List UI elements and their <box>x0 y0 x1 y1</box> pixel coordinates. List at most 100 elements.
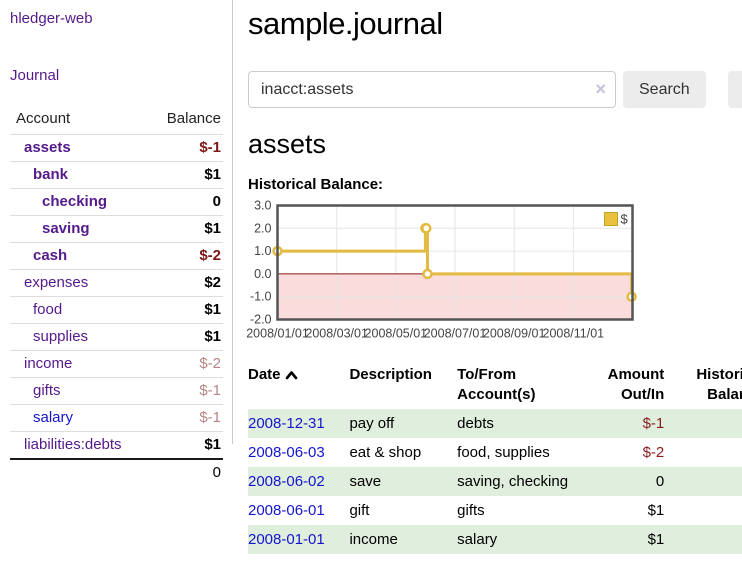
transaction-description: pay off <box>349 415 395 432</box>
page: hledger-web Journal Account Balance asse… <box>0 0 742 554</box>
svg-text:2008/09/01: 2008/09/01 <box>483 327 546 341</box>
account-link-bank[interactable]: bank <box>33 166 69 183</box>
sidebar-divider <box>232 0 233 444</box>
transaction-row: 2008-06-03 eat & shop food, supplies $-20 <box>248 438 742 467</box>
accounts-table: Account Balance assets $-1 bank $1 checking 0… <box>10 104 223 486</box>
transaction-date-link[interactable]: 2008-12-31 <box>248 415 325 432</box>
svg-text:2008/01/01: 2008/01/01 <box>246 327 309 341</box>
svg-text:0.0: 0.0 <box>254 267 271 281</box>
clear-search-icon[interactable]: × <box>595 79 606 99</box>
svg-text:$: $ <box>621 212 629 227</box>
account-name-cell: liabilities:debts <box>10 431 147 459</box>
search-input[interactable] <box>248 71 616 108</box>
account-row: expenses $2 <box>10 269 223 297</box>
transaction-balance: $1 <box>664 525 742 554</box>
sidebar: hledger-web Journal Account Balance asse… <box>0 0 233 554</box>
account-row: bank $1 <box>10 161 223 189</box>
transaction-balance: $-1 <box>664 409 742 438</box>
help-button[interactable]: ? <box>727 71 742 108</box>
account-link-expenses[interactable]: expenses <box>24 274 89 291</box>
search-form: × Search ? <box>248 71 742 108</box>
svg-text:2008/05/01: 2008/05/01 <box>365 327 428 341</box>
account-balance: $-2 <box>146 242 223 270</box>
account-link-supplies[interactable]: supplies <box>33 328 89 345</box>
account-name-cell: assets <box>10 134 147 162</box>
account-link-assets[interactable]: assets <box>24 139 71 156</box>
register-header-row: Date Description To/From Account(s) Amou… <box>248 363 742 409</box>
account-name-cell: checking <box>10 188 147 216</box>
account-link-checking[interactable]: checking <box>42 193 108 210</box>
account-row: checking 0 <box>10 188 223 216</box>
transaction-accounts: gifts <box>457 502 485 519</box>
transaction-date-link[interactable]: 2008-06-01 <box>248 502 325 519</box>
accounts-col-balance: Balance <box>166 110 221 127</box>
transaction-row: 2008-06-02 save saving, checking 0$2 <box>248 467 742 496</box>
accounts-total-spacer <box>10 458 147 486</box>
account-balance: $-1 <box>146 134 223 162</box>
account-balance: $-1 <box>146 404 223 432</box>
account-balance: $1 <box>146 323 223 351</box>
account-link-liabilities-debts[interactable]: liabilities:debts <box>24 436 122 453</box>
account-row: salary $-1 <box>10 404 223 432</box>
sidebar-item-journal[interactable]: Journal <box>10 67 60 84</box>
account-link-gifts[interactable]: gifts <box>33 382 61 399</box>
account-row: liabilities:debts $1 <box>10 431 223 459</box>
account-link-income[interactable]: income <box>24 355 73 372</box>
transaction-date-link[interactable]: 2008-01-01 <box>248 531 325 548</box>
transaction-accounts: salary <box>457 531 498 548</box>
main-content: sample.journal × Search ? assets Histori… <box>233 0 742 554</box>
account-link-salary[interactable]: salary <box>33 409 74 426</box>
account-balance: 0 <box>146 188 223 216</box>
transaction-date-cell: 2008-12-31 <box>248 409 349 438</box>
account-row: food $1 <box>10 296 223 324</box>
transaction-description: save <box>349 473 382 490</box>
transaction-description: income <box>349 531 398 548</box>
transaction-amount: $1 <box>647 502 665 519</box>
chart-title: Historical Balance: <box>248 176 384 193</box>
search-button[interactable]: Search <box>623 71 706 108</box>
accounts-total-row: 0 <box>10 458 223 486</box>
transaction-amount: 0 <box>655 473 665 490</box>
account-row: income $-2 <box>10 350 223 378</box>
account-name-cell: food <box>10 296 147 324</box>
transaction-amount: $-2 <box>642 444 665 461</box>
svg-text:1.0: 1.0 <box>254 244 271 258</box>
transaction-accounts: saving, checking <box>457 473 569 490</box>
account-balance: $1 <box>146 215 223 243</box>
account-name-cell: supplies <box>10 323 147 351</box>
account-row: cash $-2 <box>10 242 223 270</box>
account-balance: $-2 <box>146 350 223 378</box>
transaction-date-cell: 2008-06-01 <box>248 496 349 525</box>
col-description: Description <box>349 366 432 383</box>
brand-link[interactable]: hledger-web <box>10 10 93 27</box>
account-name-cell: expenses <box>10 269 147 297</box>
account-link-saving[interactable]: saving <box>42 220 90 237</box>
transaction-description: gift <box>349 502 370 519</box>
historical-balance-chart: $3.0 2.0 1.0 0.0 -1.0 -2.0 2008/01/01 2008/03/0… <box>240 199 742 350</box>
transaction-row: 2008-01-01 income salary $1$1 <box>248 525 742 554</box>
account-name-cell: cash <box>10 242 147 270</box>
account-name-cell: gifts <box>10 377 147 405</box>
col-date-label: Date <box>248 366 281 383</box>
account-balance: $1 <box>146 296 223 324</box>
account-name-cell: saving <box>10 215 147 243</box>
accounts-total-value: 0 <box>146 458 223 486</box>
transaction-balance: 0 <box>664 438 742 467</box>
transaction-amount: $1 <box>647 531 665 548</box>
svg-text:-2.0: -2.0 <box>250 313 272 327</box>
account-link-cash[interactable]: cash <box>33 247 68 264</box>
account-balance: $-1 <box>146 377 223 405</box>
transaction-date-link[interactable]: 2008-06-02 <box>248 473 325 490</box>
transaction-row: 2008-06-01 gift gifts $1$2 <box>248 496 742 525</box>
col-date-sort[interactable]: Date <box>248 363 349 409</box>
register-table: Date Description To/From Account(s) Amou… <box>248 363 742 554</box>
transaction-description: eat & shop <box>349 444 422 461</box>
account-name-cell: salary <box>10 404 147 432</box>
transaction-date-link[interactable]: 2008-06-03 <box>248 444 325 461</box>
account-row: assets $-1 <box>10 134 223 162</box>
transaction-date-cell: 2008-01-01 <box>248 525 349 554</box>
account-link-food[interactable]: food <box>33 301 63 318</box>
svg-text:2008/03/01: 2008/03/01 <box>305 327 368 341</box>
svg-text:3.0: 3.0 <box>254 200 271 213</box>
transaction-date-cell: 2008-06-02 <box>248 467 349 496</box>
